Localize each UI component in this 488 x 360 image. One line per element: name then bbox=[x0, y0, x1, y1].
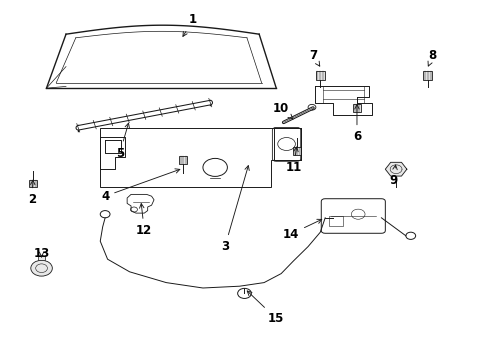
Text: 9: 9 bbox=[389, 165, 397, 186]
FancyBboxPatch shape bbox=[423, 71, 431, 80]
Polygon shape bbox=[385, 162, 406, 176]
Text: 5: 5 bbox=[116, 123, 129, 159]
Text: 7: 7 bbox=[308, 49, 319, 66]
FancyBboxPatch shape bbox=[293, 147, 301, 155]
Bar bbox=[328, 216, 342, 226]
Text: 13: 13 bbox=[33, 247, 50, 260]
Circle shape bbox=[307, 104, 315, 110]
FancyBboxPatch shape bbox=[29, 180, 37, 187]
Text: 12: 12 bbox=[136, 203, 152, 237]
Text: 10: 10 bbox=[272, 102, 292, 119]
Text: 2: 2 bbox=[28, 180, 36, 206]
Circle shape bbox=[31, 260, 52, 276]
Text: 8: 8 bbox=[427, 49, 436, 66]
FancyBboxPatch shape bbox=[179, 156, 187, 164]
Text: 3: 3 bbox=[221, 166, 249, 253]
Text: 6: 6 bbox=[352, 105, 360, 143]
FancyBboxPatch shape bbox=[38, 256, 45, 260]
Text: 15: 15 bbox=[247, 291, 284, 325]
FancyBboxPatch shape bbox=[315, 71, 324, 80]
Text: 4: 4 bbox=[101, 169, 180, 203]
Text: 1: 1 bbox=[183, 13, 197, 36]
Text: 14: 14 bbox=[282, 219, 321, 240]
Text: 11: 11 bbox=[285, 147, 301, 174]
FancyBboxPatch shape bbox=[352, 104, 360, 112]
